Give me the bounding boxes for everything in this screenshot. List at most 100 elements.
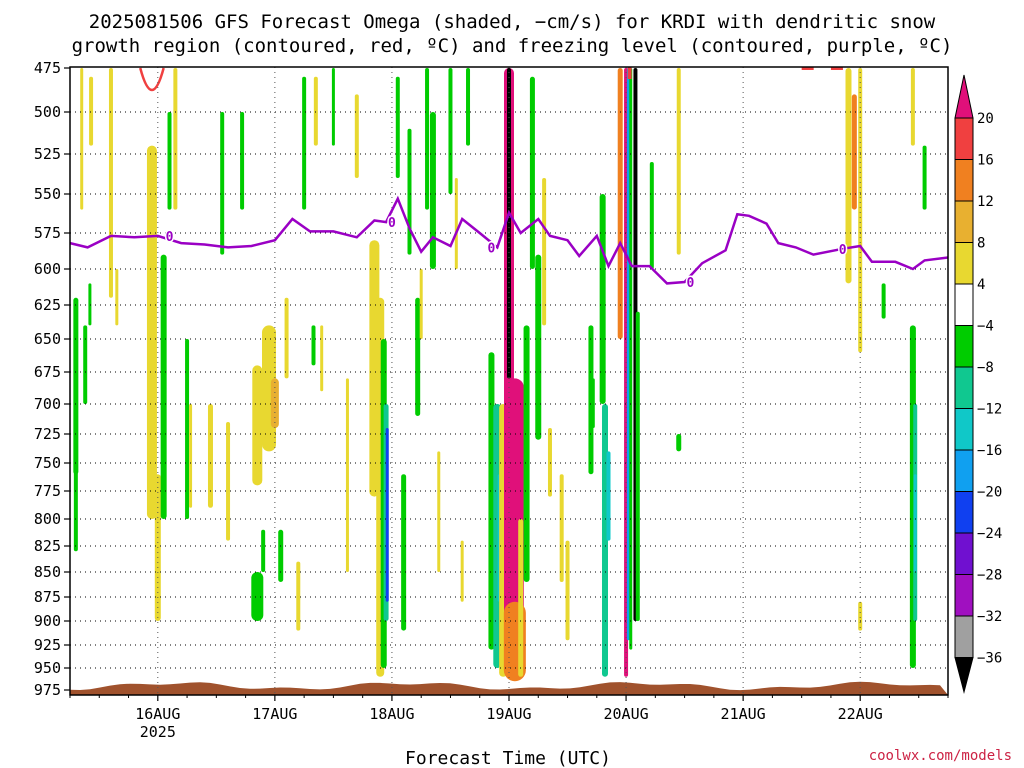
- omega-shade-91: [858, 601, 863, 631]
- omega-shade-43: [415, 297, 421, 416]
- colorbar-top-arrow: [954, 74, 974, 119]
- omega-shade-1: [89, 76, 94, 146]
- omega-shade-12: [155, 540, 160, 612]
- colorbar-box-7: [954, 366, 974, 409]
- omega-shade-15: [173, 68, 178, 210]
- colorbar-label-12: −32: [977, 609, 1002, 625]
- freezing-level-label-2: 0: [488, 241, 496, 256]
- colorbar-label-2: 12: [977, 194, 994, 210]
- freezing-level-line: [69, 195, 949, 285]
- colorbar-label-6: −8: [977, 360, 994, 376]
- omega-shade-67: [565, 540, 570, 641]
- omega-shade-63: [535, 254, 542, 440]
- omega-shade-14: [189, 404, 193, 508]
- omega-shade-26: [278, 529, 284, 582]
- omega-shade-42: [407, 128, 412, 255]
- omega-shade-75: [626, 68, 630, 641]
- omega-shade-5: [88, 283, 92, 326]
- colorbar-label-5: −4: [977, 319, 994, 335]
- omega-shade-47: [437, 451, 441, 572]
- omega-shade-80: [676, 68, 681, 255]
- dgz-contour-2: [627, 67, 632, 79]
- omega-shade-86: [910, 68, 915, 146]
- x-axis-label: Forecast Time (UTC): [405, 748, 611, 768]
- omega-shade-32: [331, 68, 335, 146]
- omega-shade-64: [542, 178, 547, 326]
- omega-shade-10: [160, 254, 167, 519]
- y-tick-label-550: 550: [34, 185, 61, 203]
- omega-shade-11: [167, 112, 172, 210]
- y-tick-label-925: 925: [34, 636, 61, 654]
- omega-shade-3: [83, 325, 88, 404]
- colorbar-label-3: 8: [977, 236, 985, 252]
- omega-shade-87: [922, 145, 927, 210]
- omega-shade-82: [845, 68, 852, 284]
- colorbar-box-8: [954, 408, 974, 451]
- omega-shade-78: [635, 311, 640, 621]
- ground-terrain: [70, 681, 948, 695]
- freezing-level-label-4: 0: [839, 243, 847, 258]
- colorbar-bottom-arrow: [954, 657, 974, 694]
- omega-shade-85: [881, 283, 886, 319]
- x-tick-label-17: 17AUG: [252, 705, 297, 723]
- colorbar-box-5: [954, 283, 974, 326]
- omega-shade-34: [354, 94, 359, 178]
- omega-shade-23: [251, 572, 264, 621]
- dgz-contour-4: [830, 67, 843, 70]
- colorbar-label-7: −12: [977, 402, 1002, 418]
- omega-shade-13: [185, 339, 190, 519]
- omega-shade-19: [240, 112, 245, 210]
- omega-shade-31: [311, 325, 316, 366]
- y-tick-label-500: 500: [34, 103, 61, 121]
- omega-shade-49: [454, 178, 458, 269]
- omega-shade-65: [547, 428, 552, 497]
- y-axis-ticks: 475 500 525 550 575 600 625 650 675 700 725 750 775 8…: [34, 59, 70, 699]
- x-tick-label-16: 16AUG: [135, 705, 180, 723]
- omega-shade-24: [261, 529, 266, 572]
- y-tick-label-975: 975: [34, 681, 61, 699]
- omega-shade-30: [320, 325, 324, 392]
- freezing-level-label-3: 0: [687, 276, 695, 291]
- omega-shade-50: [460, 540, 464, 602]
- y-tick-label-825: 825: [34, 537, 61, 555]
- colorbar-label-13: −36: [977, 651, 1002, 667]
- omega-shade-2: [73, 297, 79, 475]
- y-tick-label-850: 850: [34, 563, 61, 581]
- colorbar-box-10: [954, 491, 974, 534]
- colorbar-box-12: [954, 574, 974, 617]
- x-tick-label-19: 19AUG: [486, 705, 531, 723]
- omega-shade-60: [523, 325, 530, 582]
- omega-shade-52: [488, 352, 495, 650]
- omega-shading: [73, 67, 927, 682]
- y-tick-label-575: 575: [34, 224, 61, 242]
- colorbar-box-6: [954, 325, 974, 368]
- colorbar-box-9: [954, 449, 974, 492]
- y-tick-label-700: 700: [34, 395, 61, 413]
- freezing-level-label-0: 0: [166, 230, 174, 245]
- colorbar-label-0: 20: [977, 111, 994, 127]
- omega-shade-16: [207, 404, 213, 508]
- omega-shade-76: [629, 68, 633, 650]
- y-tick-label-750: 750: [34, 454, 61, 472]
- omega-shade-51: [466, 68, 471, 146]
- x-tick-label-22: 22AUG: [838, 705, 883, 723]
- y-tick-label-900: 900: [34, 612, 61, 630]
- omega-shade-66: [559, 474, 564, 582]
- omega-shade-90: [913, 474, 917, 572]
- omega-shade-6: [108, 68, 113, 298]
- omega-shade-20: [252, 365, 263, 486]
- freezing-level-contour: 0 0 0 0 0: [69, 195, 949, 292]
- omega-shade-68: [588, 325, 594, 475]
- x-tick-label-21: 21AUG: [721, 705, 766, 723]
- chart-title-line-2: growth region (contoured, red, ºC) and f…: [72, 35, 953, 57]
- colorbar-box-4: [954, 242, 974, 285]
- omega-shade-41: [401, 474, 407, 631]
- omega-shade-71: [601, 404, 608, 677]
- omega-shade-57: [507, 68, 511, 379]
- omega-shade-40: [395, 76, 400, 178]
- credit-text: coolwx.com/models: [869, 748, 1012, 764]
- omega-shade-72: [606, 451, 611, 541]
- omega-shade-44: [419, 269, 423, 339]
- colorbar-box-3: [954, 200, 974, 243]
